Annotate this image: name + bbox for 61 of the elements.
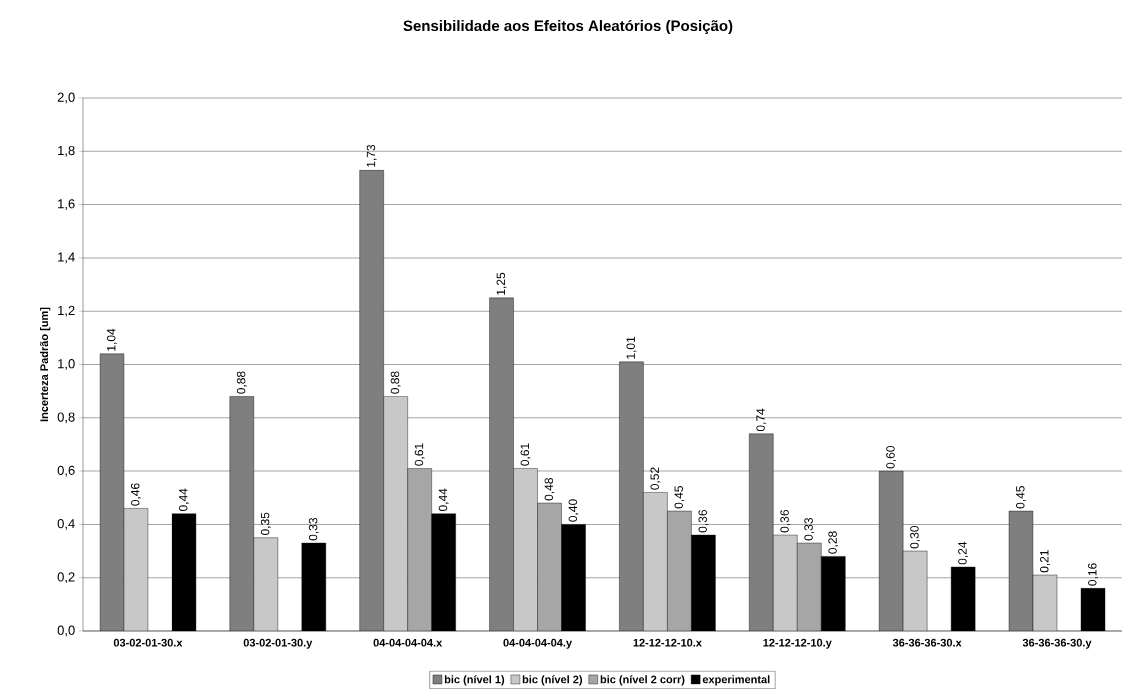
y-tick-label: 0,4 <box>57 519 75 530</box>
x-tick-label: 12-12-12-10.x <box>633 638 702 647</box>
data-label: 0,35 <box>260 512 271 536</box>
data-label: 0,44 <box>438 488 449 512</box>
y-tick-label: 1,4 <box>58 252 75 264</box>
data-label: 0,21 <box>1040 550 1050 573</box>
x-tick-label: 04-04-04-04.y <box>503 638 573 649</box>
data-label: 0,33 <box>308 518 319 541</box>
data-label: 0,45 <box>674 486 685 509</box>
data-label: 0,28 <box>828 531 839 554</box>
data-label: 0,48 <box>544 478 555 501</box>
legend-label: experimental <box>702 675 770 686</box>
x-tick-label: 12-12-12-10.y <box>763 638 832 649</box>
y-tick-label: 1,2 <box>58 305 75 317</box>
data-label: 0,52 <box>650 467 661 490</box>
bar <box>643 492 668 632</box>
x-tick-label: 03-02-01-30.y <box>243 638 313 649</box>
y-tick-label: 0,0 <box>57 625 75 637</box>
bar <box>383 396 408 632</box>
data-label: 0,36 <box>698 510 709 533</box>
y-tick-label: 0,6 <box>57 465 75 477</box>
data-label: 0,44 <box>178 488 189 512</box>
bar <box>123 508 148 632</box>
y-tick-label: 2,0 <box>57 92 75 104</box>
data-label: 0,33 <box>804 518 815 541</box>
bar <box>797 542 822 632</box>
chart-title: Sensibilidade aos Efeitos Aleatórios (Posição) <box>403 19 733 35</box>
y-tick-label: 0,2 <box>57 572 75 584</box>
data-label: 0,16 <box>1088 563 1098 586</box>
y-tick-label: 1,8 <box>58 145 75 157</box>
data-label: 0,46 <box>130 483 141 506</box>
x-tick-label: 04-04-04-04.x <box>373 638 443 647</box>
x-tick-label: 36-36-36-30.y <box>1022 638 1092 649</box>
data-label: 0,36 <box>780 510 791 533</box>
data-label: 1,04 <box>106 328 117 351</box>
y-tick-label: 1,6 <box>58 199 75 210</box>
bar <box>773 535 798 632</box>
x-tick-label: 36-36-36-30.x <box>892 638 962 647</box>
data-label: 0,74 <box>756 408 767 432</box>
data-label: 0,60 <box>886 446 897 469</box>
data-label: 0,45 <box>1016 486 1026 509</box>
bar <box>253 537 278 632</box>
data-label: 0,30 <box>910 525 921 549</box>
data-label: 0,40 <box>568 499 579 522</box>
y-axis-title: Incerteza Padrão [um] <box>40 307 51 422</box>
data-label: 0,88 <box>390 371 401 394</box>
legend-label: bic (nível 2) <box>522 675 583 686</box>
data-label: 0,24 <box>958 541 969 565</box>
bar <box>537 503 562 632</box>
data-label: 0,61 <box>414 443 425 466</box>
y-tick-label: 1,0 <box>58 359 75 370</box>
data-label: 0,61 <box>520 443 531 466</box>
data-label: 0,88 <box>236 371 247 394</box>
y-tick-label: 0,8 <box>57 412 75 424</box>
x-tick-label: 03-02-01-30.x <box>113 638 183 647</box>
data-label: 1,01 <box>626 336 637 359</box>
legend-label: bic (nível 2 corr) <box>600 675 685 686</box>
bar <box>513 468 538 632</box>
data-label: 1,25 <box>496 272 507 295</box>
legend-label: bic (nível 1) <box>444 675 505 686</box>
data-label: 1,73 <box>366 144 377 167</box>
